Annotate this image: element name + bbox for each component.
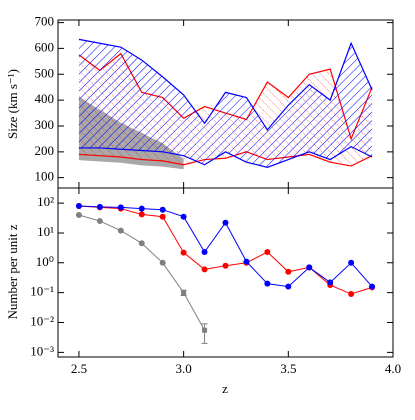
y-tick-label: 10² xyxy=(37,194,54,209)
point xyxy=(369,283,376,290)
y-tick-label: 200 xyxy=(35,143,55,158)
y-tick-label: 10⁻³ xyxy=(30,343,54,358)
error-bar xyxy=(201,323,208,344)
point xyxy=(348,259,355,266)
series-line xyxy=(78,214,205,331)
y-axis-label: Size (km s⁻¹) xyxy=(5,69,20,139)
y-tick-label: 10¹ xyxy=(37,224,54,239)
point xyxy=(264,248,271,255)
y-tick-label: 600 xyxy=(35,39,55,54)
point xyxy=(222,262,229,269)
point xyxy=(201,248,208,255)
x-tick-label: 3.5 xyxy=(280,361,296,376)
point xyxy=(327,279,334,286)
y-tick-label: 500 xyxy=(35,65,55,80)
point xyxy=(243,258,250,265)
series-line xyxy=(78,205,373,288)
x-tick-label: 4.0 xyxy=(385,361,401,376)
point xyxy=(138,211,145,218)
y-tick-label: 100 xyxy=(35,169,55,184)
point xyxy=(159,213,166,220)
point xyxy=(285,268,292,275)
y-tick-label: 10⁻² xyxy=(30,314,54,329)
point xyxy=(180,213,187,220)
y-tick-label: 400 xyxy=(35,91,55,106)
point xyxy=(96,218,103,225)
point xyxy=(117,227,124,234)
point xyxy=(117,204,124,211)
point xyxy=(181,290,187,296)
y-tick-label: 10⁰ xyxy=(36,254,54,269)
point xyxy=(75,211,82,218)
point xyxy=(159,206,166,213)
y-tick-label: 300 xyxy=(35,117,55,132)
point xyxy=(306,264,313,271)
point xyxy=(75,202,82,209)
point xyxy=(138,205,145,212)
y-tick-label: 700 xyxy=(35,14,55,29)
point xyxy=(264,280,271,287)
point xyxy=(285,283,292,290)
band-fill xyxy=(78,39,373,168)
point xyxy=(180,249,187,256)
point xyxy=(222,219,229,226)
band-edge xyxy=(78,38,373,131)
point xyxy=(138,240,145,247)
plot-frame xyxy=(57,187,394,358)
x-tick-label: 3.0 xyxy=(176,361,192,376)
x-axis-label: z xyxy=(222,381,228,396)
band-edge xyxy=(78,151,373,167)
point xyxy=(96,203,103,210)
point xyxy=(202,327,208,333)
point xyxy=(348,291,355,298)
point xyxy=(201,266,208,273)
y-axis-label: Number per unit z xyxy=(5,224,20,319)
band-edge xyxy=(78,145,373,168)
x-tick-label: 2.5 xyxy=(71,361,87,376)
point xyxy=(159,259,166,266)
y-tick-label: 10⁻¹ xyxy=(30,284,54,299)
band-edge xyxy=(78,158,184,170)
